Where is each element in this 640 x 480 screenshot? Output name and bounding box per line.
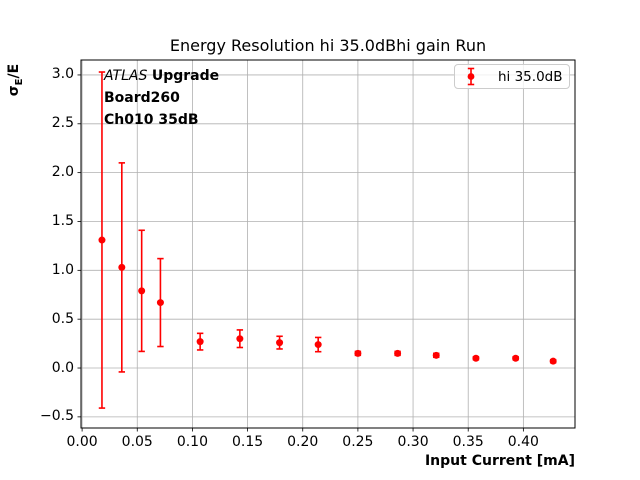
data-point-marker [156, 299, 164, 307]
x-tick-label: 0.00 [66, 434, 98, 450]
ylabel-rest: /E [6, 63, 22, 79]
x-tick-label: 0.05 [121, 434, 153, 450]
data-point-marker [314, 341, 322, 349]
x-tick-label: 0.25 [342, 434, 374, 450]
data-point-marker [138, 287, 146, 295]
axes-frame [80, 59, 576, 429]
annotation-upgrade: Upgrade [151, 68, 220, 84]
x-axis-label: Input Current [mA] [424, 453, 575, 469]
y-tick-label: 1.5 [51, 212, 74, 229]
y-tick-label: 0.0 [51, 359, 74, 376]
y-tick-label: −0.5 [40, 408, 74, 425]
data-point-marker [98, 236, 106, 244]
annotation-atlas: ATLAS [104, 68, 148, 84]
data-point-marker [472, 354, 480, 362]
legend: hi 35.0dB [454, 64, 570, 89]
data-point-marker [196, 338, 204, 346]
legend-label: hi 35.0dB [498, 68, 563, 85]
annotation-board: Board260 [104, 90, 180, 106]
annotation-block: ATLAS Upgrade Board260 Ch010 35dB [104, 65, 219, 131]
data-point-marker [549, 357, 557, 365]
x-tick-label: 0.10 [176, 434, 208, 450]
y-tick-label: 2.0 [51, 164, 74, 181]
y-tick-label: 1.0 [51, 261, 74, 278]
x-tick-label: 0.30 [397, 434, 429, 450]
y-tick-label: 2.5 [51, 115, 74, 132]
chart-title: Energy Resolution hi 35.0dBhi gain Run [169, 36, 487, 55]
data-point-marker [354, 349, 362, 357]
y-tick-label: 3.0 [51, 66, 74, 83]
data-point-marker [394, 349, 402, 357]
y-tick-label: 0.5 [51, 310, 74, 327]
x-tick-label: 0.15 [231, 434, 264, 450]
data-point-marker [432, 351, 440, 359]
y-axis-label: σE/E [6, 54, 25, 106]
x-tick-label: 0.20 [287, 434, 319, 450]
annotation-line-experiment: ATLAS Upgrade [104, 65, 219, 87]
data-point-marker [512, 354, 520, 362]
x-tick-label: 0.35 [452, 434, 484, 450]
x-tick-label: 0.40 [507, 434, 539, 450]
data-point-marker [236, 335, 244, 343]
legend-errorbar-icon [467, 67, 475, 86]
ylabel-sigma: σ [6, 85, 22, 97]
ylabel-subscript: E [13, 78, 25, 86]
data-point-marker [276, 339, 284, 347]
data-point-marker [118, 263, 126, 271]
annotation-channel: Ch010 35dB [104, 112, 199, 128]
